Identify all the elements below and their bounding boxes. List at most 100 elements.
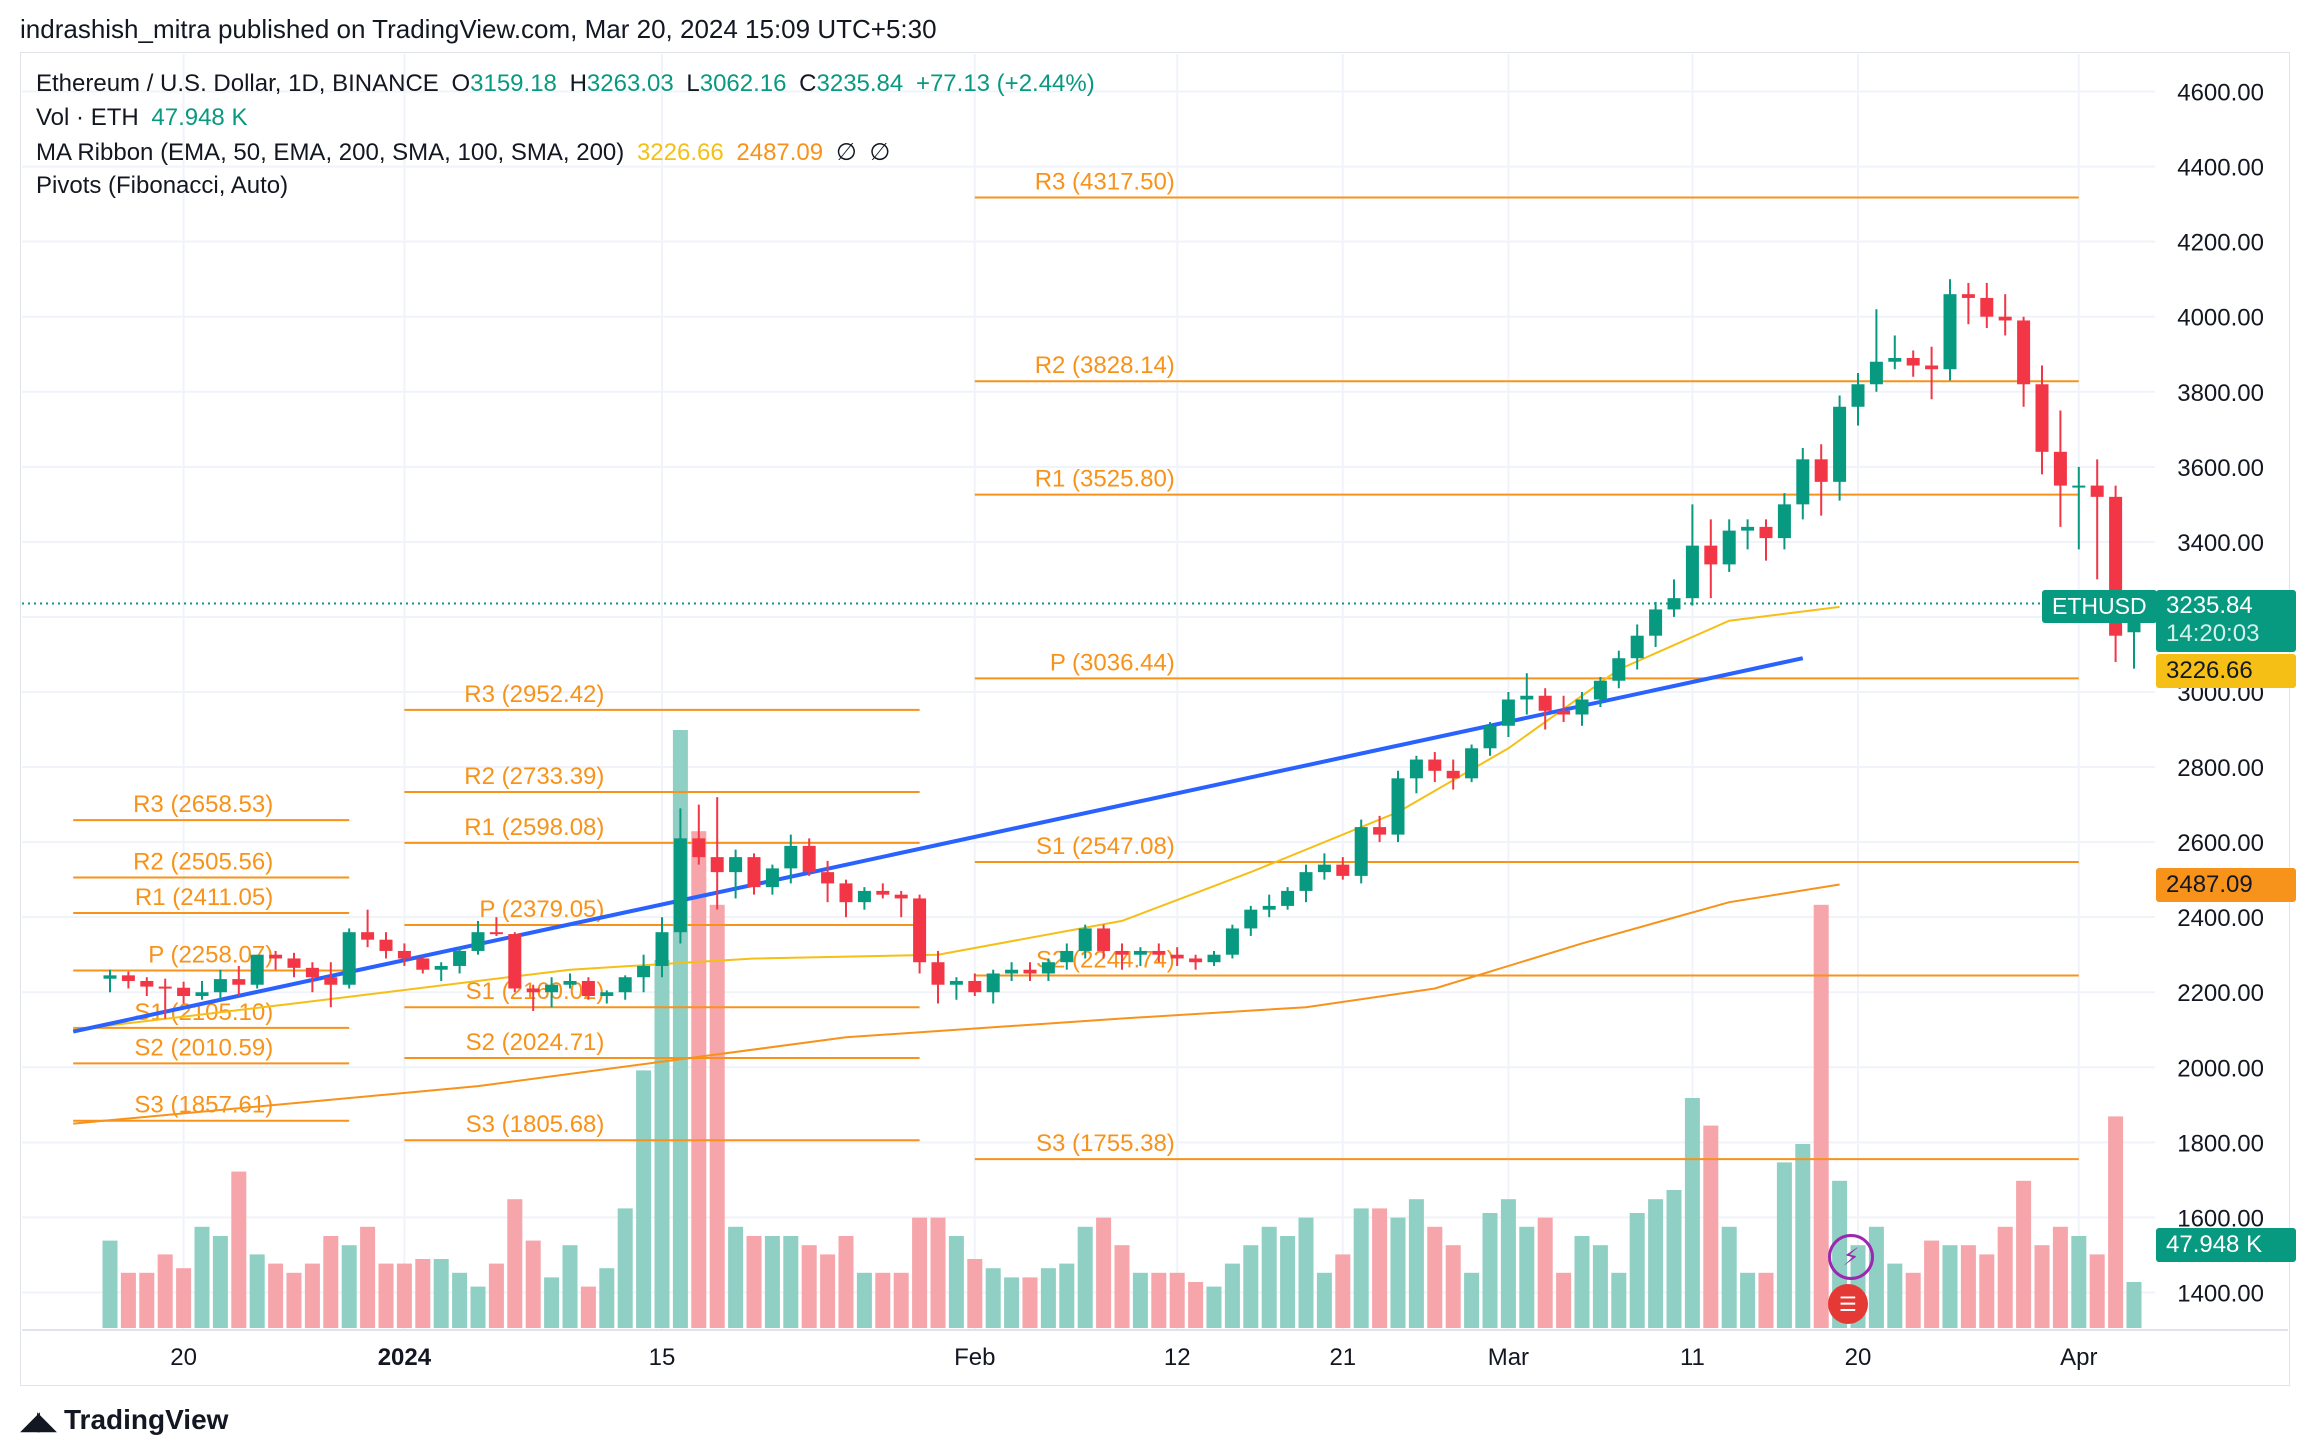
- volume-bar: [783, 1236, 799, 1328]
- candle: [1759, 519, 1773, 561]
- candle: [1244, 905, 1258, 936]
- volume-bar: [580, 1286, 596, 1328]
- pivot-label: R2 (2505.56): [133, 849, 273, 876]
- candle: [1814, 444, 1828, 516]
- candle: [1888, 335, 1902, 370]
- volume-bar: [1611, 1272, 1627, 1328]
- volume-bar: [2016, 1180, 2032, 1328]
- volume-bar: [1004, 1277, 1020, 1328]
- x-tick-label: Apr: [2060, 1344, 2097, 1371]
- candle-body: [1428, 759, 1442, 771]
- candle-body: [1538, 695, 1552, 711]
- y-tick-label: 3600.00: [2177, 455, 2264, 482]
- volume-bar: [2034, 1245, 2050, 1328]
- candle-body: [1041, 962, 1055, 974]
- volume-price-tag: 47.948 K: [2156, 1228, 2296, 1262]
- candle: [269, 950, 283, 970]
- candle: [342, 928, 356, 989]
- candle: [600, 990, 614, 1004]
- candle: [1373, 815, 1387, 843]
- candle: [1317, 853, 1331, 880]
- volume-bar: [801, 1245, 817, 1328]
- volume-bar: [985, 1268, 1001, 1328]
- pivots-legend[interactable]: Pivots (Fibonacci, Auto): [36, 172, 294, 200]
- candle-body: [508, 934, 522, 989]
- candle: [1115, 943, 1129, 970]
- candle: [1685, 504, 1699, 606]
- ma100-na-value: ∅: [835, 139, 857, 166]
- candle: [913, 894, 927, 974]
- lightning-icon[interactable]: ⚡: [1828, 1234, 1874, 1280]
- us-flag-icon[interactable]: ☰: [1828, 1284, 1868, 1324]
- candle: [1925, 346, 1939, 400]
- candle: [177, 981, 191, 1004]
- candle-body: [526, 988, 540, 993]
- candle-body: [1299, 872, 1313, 891]
- candle-body: [324, 977, 338, 985]
- last-price-tag: 3235.84 14:20:03: [2156, 590, 2296, 652]
- candle: [1465, 744, 1479, 783]
- candle-body: [1833, 406, 1847, 482]
- symbol-legend[interactable]: Ethereum / U.S. Dollar, 1D, BINANCE O315…: [36, 70, 1101, 98]
- volume-bar: [544, 1277, 560, 1328]
- candle-body: [121, 975, 135, 981]
- candle: [1391, 770, 1405, 843]
- volume-bar: [1151, 1272, 1167, 1328]
- candle: [489, 917, 503, 936]
- volume-bar: [1703, 1125, 1719, 1328]
- candle: [1207, 950, 1221, 966]
- tradingview-logo: ◢◣ TradingView: [20, 1404, 228, 1436]
- candle: [434, 962, 448, 981]
- candle: [471, 920, 485, 955]
- volume-bar: [875, 1272, 891, 1328]
- y-tick-label: 4400.00: [2177, 155, 2264, 182]
- low-value: 3062.16: [699, 70, 787, 97]
- candle-body: [692, 838, 706, 858]
- candle-body: [434, 965, 448, 970]
- candle-body: [379, 939, 393, 951]
- ma-ribbon-legend[interactable]: MA Ribbon (EMA, 50, EMA, 200, SMA, 100, …: [36, 138, 896, 167]
- volume-bar: [1298, 1217, 1314, 1328]
- volume-bar: [139, 1272, 155, 1328]
- candle: [931, 950, 945, 1004]
- candle-body: [673, 838, 687, 933]
- candle: [1189, 954, 1203, 970]
- volume-bar: [323, 1236, 339, 1328]
- volume-bar: [1096, 1217, 1112, 1328]
- candle-body: [2017, 320, 2031, 385]
- volume-bar: [1077, 1226, 1093, 1328]
- volume-bar: [2126, 1282, 2142, 1328]
- pivot-label: P (2379.05): [479, 896, 604, 923]
- candle: [1741, 519, 1755, 550]
- y-tick-label: 4000.00: [2177, 305, 2264, 332]
- candle-body: [195, 992, 209, 996]
- candle: [1612, 650, 1626, 689]
- pivot-label: P (3036.44): [1050, 649, 1175, 676]
- volume-bar: [617, 1208, 633, 1328]
- candle-body: [655, 932, 669, 966]
- candle-body: [397, 950, 411, 959]
- volume-bar: [2089, 1254, 2105, 1328]
- candle-body: [1888, 357, 1902, 362]
- close-label: C: [799, 70, 817, 97]
- volume-bar: [893, 1272, 909, 1328]
- volume-bar: [562, 1245, 578, 1328]
- x-tick-label: 20: [1845, 1344, 1872, 1371]
- volume-bar: [1629, 1213, 1645, 1328]
- y-tick-label: 3400.00: [2177, 530, 2264, 557]
- volume-legend[interactable]: Vol · ETH 47.948 K: [36, 104, 253, 132]
- candle-body: [1244, 909, 1258, 929]
- candle-body: [1943, 294, 1957, 370]
- publish-info: indrashish_mitra published on TradingVie…: [20, 14, 937, 44]
- candle-body: [1557, 710, 1571, 715]
- candle-body: [287, 958, 301, 968]
- candle: [397, 943, 411, 966]
- volume-bar: [1335, 1254, 1351, 1328]
- candle-body: [1115, 950, 1129, 955]
- candle-body: [931, 962, 945, 985]
- candle: [2017, 316, 2031, 407]
- candle-body: [1354, 827, 1368, 876]
- candle-body: [453, 950, 467, 966]
- x-tick-label: Feb: [954, 1344, 995, 1371]
